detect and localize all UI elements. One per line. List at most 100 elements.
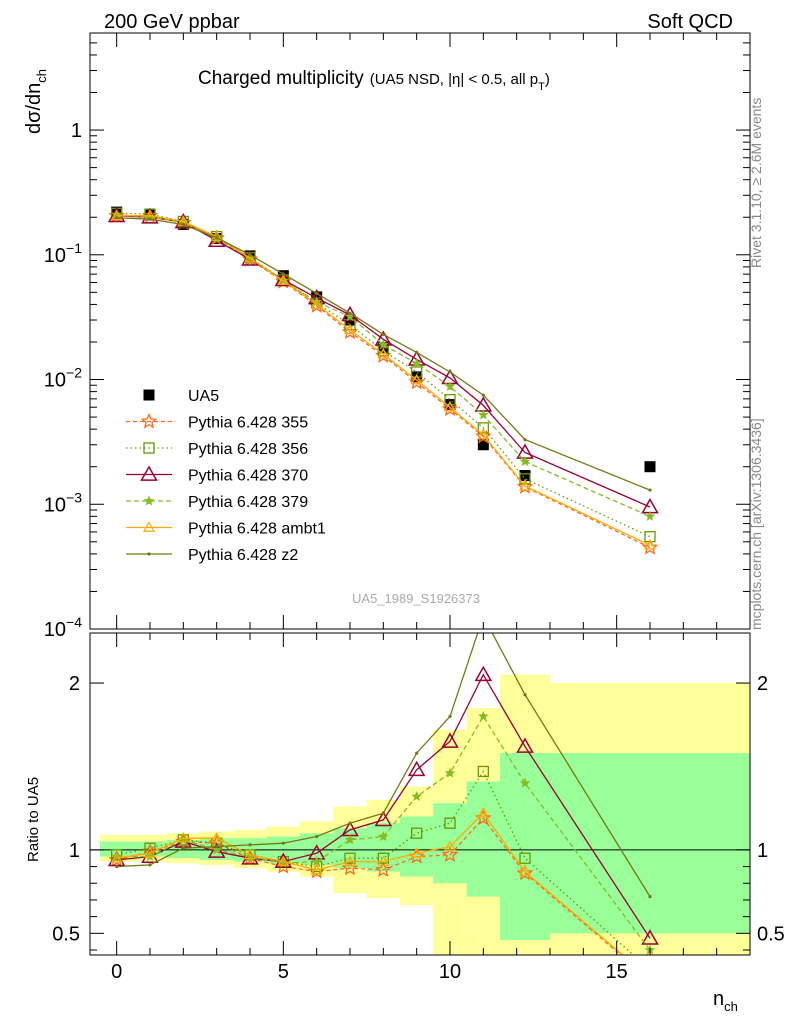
data-point [443, 400, 457, 412]
legend-marker [143, 495, 155, 506]
header-left: 200 GeV ppbar [104, 11, 240, 33]
ratio-point [381, 811, 385, 815]
data-point [241, 250, 259, 266]
data-point [519, 470, 531, 482]
legend-entry: Pythia 6.428 379 [126, 494, 308, 511]
data-point [644, 510, 656, 521]
legend-entry: Pythia 6.428 355 [126, 412, 308, 432]
ratio-point [310, 863, 323, 875]
x-axis-label-subscript: ch [724, 999, 738, 1014]
ratio-point [211, 844, 222, 855]
data-point [315, 291, 319, 296]
stat-uncertainty-band [400, 816, 434, 877]
data-point [411, 357, 422, 368]
ratio-point [243, 848, 257, 860]
chart-title-sub-end: ) [545, 71, 550, 88]
data-point [411, 366, 423, 378]
ratio-point [315, 834, 319, 839]
ratio-point [443, 840, 457, 851]
chart-title-main: Charged multiplicity [198, 68, 364, 89]
ratio-point [444, 767, 456, 778]
chart-title-sub-subscript: T [538, 81, 545, 93]
ratio-point [643, 973, 656, 986]
ratio-point [477, 806, 490, 818]
data-point [641, 498, 659, 514]
ratio-point [519, 852, 531, 864]
x-axis-label-main: n [713, 988, 724, 1010]
ratio-point [277, 855, 290, 866]
ratio-y-tick-label-right: 2 [757, 673, 768, 695]
ratio-point [148, 863, 152, 867]
stat-uncertainty-band [433, 803, 467, 884]
legend-marker [142, 521, 156, 532]
x-tick-label: 10 [439, 961, 461, 983]
ratio-point [523, 693, 527, 697]
legend-entry: UA5 [143, 388, 219, 405]
ratio-point [374, 810, 393, 827]
data-point [644, 531, 656, 543]
y-tick-label-exponent: −1 [66, 240, 82, 256]
data-point [343, 323, 357, 335]
ratio-series-pythia-6-428-ambt1 [110, 806, 655, 982]
ratio-y-tick-label-right: 0.5 [757, 923, 785, 945]
legend-marker [143, 442, 155, 454]
ratio-point [207, 842, 226, 858]
ratio-point [377, 852, 389, 864]
data-point [477, 422, 489, 434]
ratio-point [281, 841, 285, 845]
ratio-point [210, 832, 223, 843]
series-line [116, 215, 651, 508]
ratio-point [344, 852, 356, 864]
header-right: Soft QCD [647, 11, 733, 33]
series-line [116, 212, 651, 538]
data-point [408, 373, 425, 390]
ratio-point [645, 973, 655, 982]
y-tick-label: 10−3 [44, 489, 82, 516]
data-point [519, 456, 531, 467]
data-point [644, 461, 656, 473]
data-point [310, 298, 323, 309]
stat-uncertainty-band [100, 841, 134, 857]
ratio-point [110, 852, 123, 863]
y-tick-label: 10−2 [44, 365, 82, 392]
y-tick-label-exponent: −2 [66, 365, 82, 381]
y-tick-label-exponent: −3 [66, 489, 82, 505]
legend-marker [140, 465, 158, 481]
ratio-y-tick-label-right: 1 [757, 840, 768, 862]
ratio-line [116, 812, 624, 955]
y-tick-label-base: 10 [44, 619, 66, 641]
legend-label: Pythia 6.428 355 [188, 415, 308, 432]
data-point [475, 427, 492, 444]
data-point [210, 230, 223, 241]
ratio-point [311, 856, 322, 867]
y-tick-label-base: 10 [44, 370, 66, 392]
ratio-y-tick-label: 1 [69, 840, 80, 862]
legend-label: Pythia 6.428 ambt1 [188, 521, 326, 538]
ratio-point [518, 865, 532, 876]
y-tick-label: 1 [71, 120, 82, 142]
data-point [377, 347, 390, 359]
legend-marker [147, 552, 151, 556]
data-point [341, 305, 359, 322]
data-point [441, 400, 459, 417]
series-line [116, 214, 651, 546]
legend-label: Pythia 6.428 379 [188, 494, 308, 511]
ratio-point [343, 855, 357, 866]
legend-entry: Pythia 6.428 z2 [126, 547, 298, 564]
x-tick-label: 15 [606, 961, 628, 983]
ratio-point [344, 834, 356, 845]
data-point [444, 393, 456, 406]
data-point [378, 339, 389, 350]
ratio-point [378, 830, 389, 842]
ratio-point [411, 827, 423, 839]
x-tick-label: 5 [278, 961, 289, 983]
ratio-point [115, 864, 119, 869]
data-point [281, 272, 285, 276]
data-point [519, 473, 531, 485]
ratio-panel: 0 5 10 15 0.5 0.5 1 1 2 2 Ratio to UA5 nch [25, 632, 785, 1014]
series-pythia-6-428-z2 [115, 216, 652, 492]
ratio-point [441, 732, 459, 748]
data-point [648, 488, 652, 492]
source-label: mcplots.cern.ch [arXiv:1306.3436] [748, 418, 764, 630]
